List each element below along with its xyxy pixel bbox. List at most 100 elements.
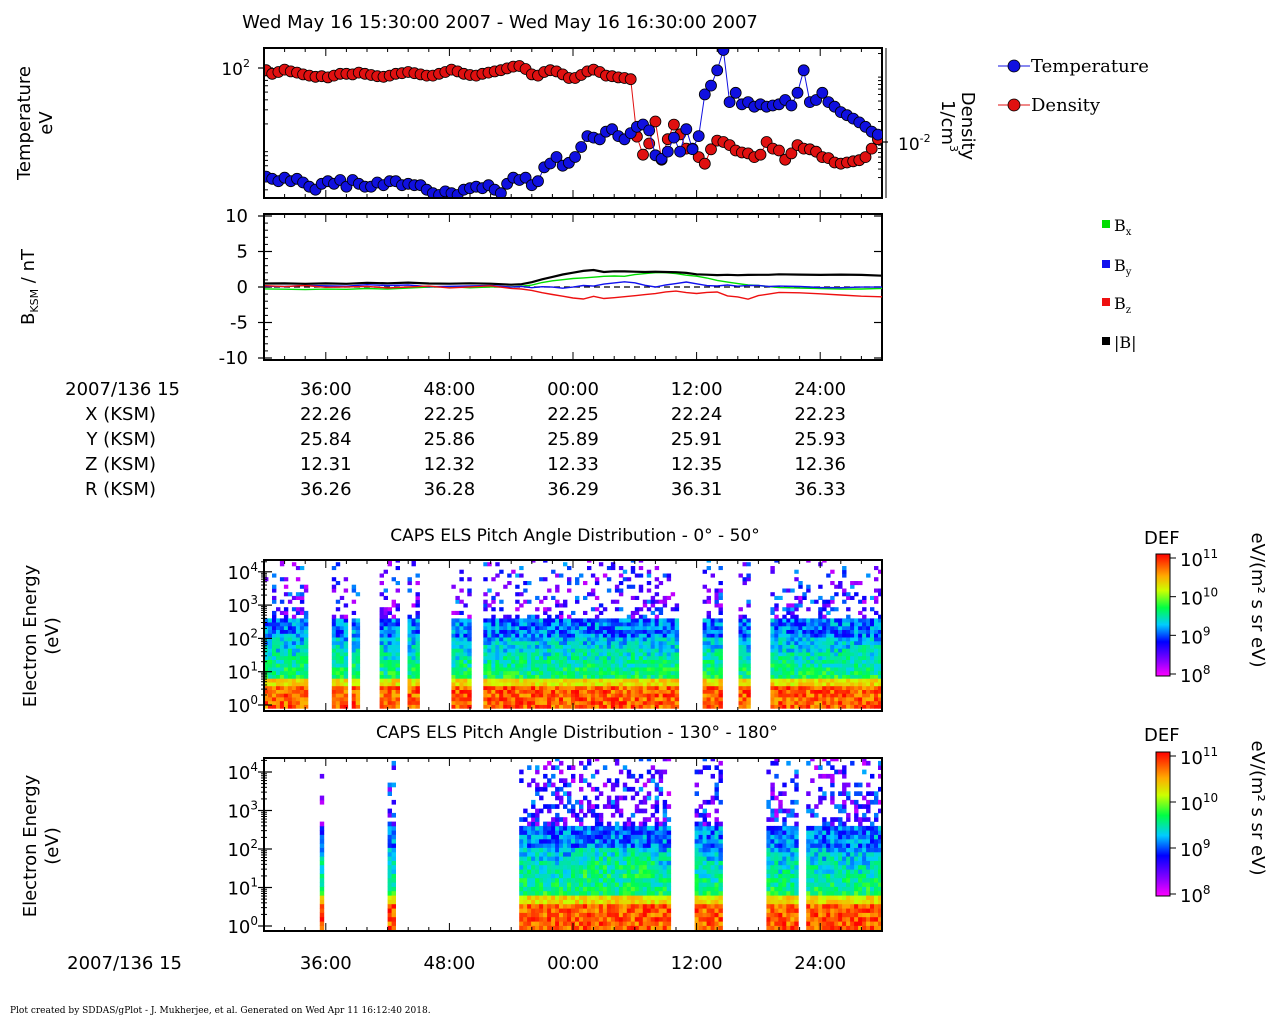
els2-cell (654, 903, 660, 909)
els1-cell (287, 670, 293, 675)
els1-cell (610, 566, 616, 571)
els1-cell (774, 614, 779, 619)
els1-cell (802, 678, 807, 683)
els1-cell (559, 667, 564, 672)
els1-cell (519, 659, 524, 664)
els1-cell (511, 697, 516, 702)
els1-cell (487, 655, 492, 660)
els2-cell (527, 856, 532, 861)
els1-cell (551, 618, 556, 623)
els1-cell (339, 648, 345, 653)
els1-cell (878, 700, 883, 705)
els1-cell (778, 700, 783, 705)
els1-cell (295, 566, 301, 571)
els1-cell (387, 607, 392, 612)
els1-cell (579, 622, 584, 627)
els2-cell (650, 908, 656, 913)
els2-cell (662, 821, 668, 827)
els1-cell (826, 648, 831, 653)
els1-cell (343, 577, 349, 582)
els1-cell (622, 697, 628, 702)
els2-cell (583, 873, 588, 879)
els1-cell (666, 670, 672, 675)
els1-cell (551, 648, 556, 653)
els1-cell (878, 625, 883, 630)
els1-cell (455, 678, 460, 683)
els2-cell (559, 921, 564, 926)
els1-cell (507, 614, 512, 619)
els2-cell (571, 773, 576, 779)
els2-cell (642, 834, 648, 840)
els1-cell (702, 704, 707, 709)
els1-cell (587, 648, 592, 653)
els1-cell (626, 700, 632, 705)
els1-cell (551, 640, 556, 645)
els1-cell (571, 693, 576, 698)
els1-cell (539, 637, 544, 642)
els1-cell (299, 682, 305, 687)
els1-cell (614, 629, 620, 634)
els1-cell (606, 622, 612, 627)
els2-cell (642, 882, 648, 887)
els1-cell (782, 659, 787, 664)
els1-cell (507, 667, 512, 672)
els1-cell (770, 704, 775, 709)
els1-cell (535, 640, 540, 645)
els1-cell (295, 659, 301, 664)
els1-cell (790, 610, 795, 615)
els1-cell (818, 682, 823, 687)
els1-cell (674, 655, 680, 660)
els1-cell (650, 685, 656, 690)
els2-cell (567, 895, 572, 900)
els1-cell (463, 670, 468, 675)
els1-cell (563, 629, 568, 634)
els1-cell (786, 685, 791, 690)
els2-cell (527, 921, 532, 926)
els1-cell (806, 693, 811, 698)
els1-cell (527, 622, 532, 627)
els1-cell (567, 648, 572, 653)
els1-cell (507, 689, 512, 694)
els2-cell (519, 851, 524, 857)
els1-cell (539, 667, 544, 672)
els2-cell (575, 886, 580, 892)
els1-cell (874, 670, 879, 675)
els1-cell (790, 697, 795, 702)
els1-cell (287, 704, 293, 709)
els1-cell (606, 618, 612, 623)
els1-cell (411, 682, 416, 687)
els1-cell (802, 670, 807, 675)
els1-cell (299, 693, 305, 698)
els1-cell (786, 704, 791, 709)
els1-cell (519, 655, 524, 660)
els2-cell (575, 916, 580, 922)
els2-cell (598, 843, 604, 848)
els1-cell (618, 644, 624, 649)
els1-cell (491, 607, 496, 612)
els1-cell (614, 674, 620, 679)
els1-cell (702, 648, 707, 653)
legend-temperature: Temperature (1031, 56, 1149, 77)
els2-cell (662, 856, 668, 861)
els1-cell (563, 644, 568, 649)
els2-cell (391, 916, 396, 922)
p3-ytick-label: 103 (227, 593, 258, 617)
els1-cell (818, 700, 823, 705)
els1-cell (335, 648, 341, 653)
els1-cell (742, 667, 747, 672)
els1-cell (862, 644, 867, 649)
els2-cell (559, 778, 564, 783)
els2-cell (579, 908, 584, 913)
els2-cell (391, 908, 396, 913)
els1-cell (842, 640, 847, 645)
els2-cell (622, 869, 628, 874)
els2-cell (662, 830, 668, 835)
els1-cell (602, 670, 608, 675)
els1-cell (594, 644, 600, 649)
els1-cell (630, 584, 636, 589)
els1-cell (674, 629, 680, 634)
els1-cell (583, 655, 588, 660)
els2-cell (590, 903, 596, 909)
els1-cell (770, 700, 775, 705)
